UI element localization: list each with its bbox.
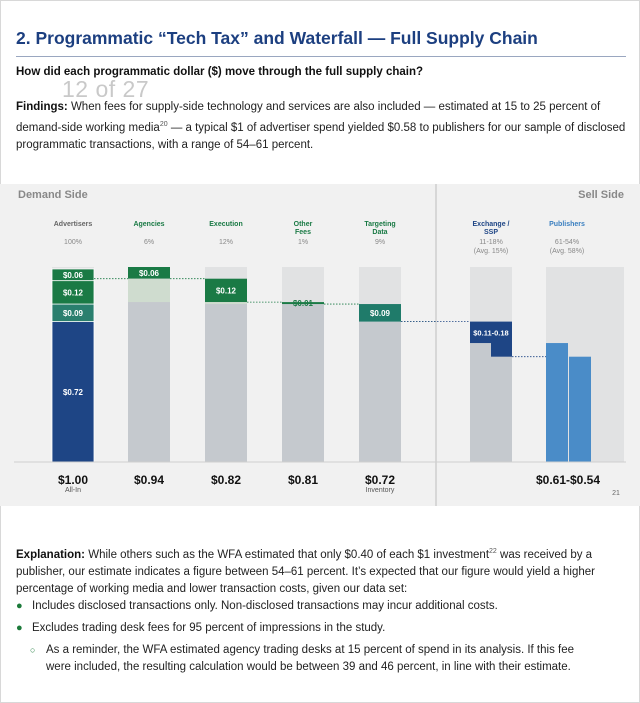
column-header-1: Agencies	[133, 221, 164, 228]
fee-bar	[282, 302, 324, 305]
sub-bullet-ring-icon: ○	[30, 645, 36, 655]
sell-side-label: Sell Side	[578, 189, 624, 201]
column-header-0: Advertisers	[54, 221, 93, 228]
bullet-item: ● Includes disclosed transactions only. …	[16, 598, 626, 615]
column-header-5: SSP	[484, 229, 498, 236]
fee-bar	[128, 267, 170, 279]
column-header-4: Data	[372, 229, 387, 236]
publisher-bar-low	[569, 356, 591, 462]
column-total: $0.81	[288, 473, 318, 487]
footnote-ref-20[interactable]: 20	[159, 121, 168, 128]
column-total: $0.82	[211, 473, 241, 487]
publisher-total: $0.61-$0.54	[536, 473, 600, 487]
remaining-bar	[282, 304, 324, 462]
column-percent-avg-5: (Avg. 15%)	[474, 248, 509, 255]
page-counter-watermark: 12 of 27	[62, 76, 150, 102]
column-percent-6: 61-54%	[555, 239, 579, 246]
remaining-bar	[359, 321, 401, 462]
advertiser-segment-bar	[51, 268, 95, 282]
column-total-sub: Inventory	[366, 487, 395, 494]
fee-label: $0.12	[216, 286, 237, 295]
remaining-bar	[205, 302, 247, 462]
column-percent-3: 1%	[298, 239, 308, 246]
exchange-fee-label: $0.11-0.18	[473, 329, 508, 338]
column-percent-0: 100%	[64, 239, 82, 246]
findings-paragraph: Findings: When fees for supply-side tech…	[16, 99, 626, 154]
fee-label: $0.06	[139, 269, 160, 278]
footnote-ref-22[interactable]: 22	[489, 548, 497, 555]
waterfall-chart: Advertisers 100% Agencies 6% Execution 12% Oth…	[14, 184, 626, 506]
findings-text-a: When fees for supply-side technology and…	[16, 101, 601, 134]
carried-fee-tint	[205, 302, 247, 305]
fee-bar	[359, 304, 401, 322]
fee-label: $0.09	[370, 309, 391, 318]
explanation-text-a: While others such as the WFA estimated t…	[85, 548, 490, 561]
exchange-fee-bar	[491, 321, 512, 357]
sub-bullet-line-1: As a reminder, the WFA estimated agency …	[46, 644, 575, 656]
page-title: 2. Programmatic “Tech Tax” and Waterfall…	[16, 28, 538, 48]
column-percent-2: 12%	[219, 239, 233, 246]
bullet-text: Excludes trading desk fees for 95 percen…	[32, 622, 386, 634]
exchange-fee-bar	[470, 321, 491, 344]
title-divider	[16, 56, 626, 57]
explanation-text-b: was received by a publisher, our estimat…	[16, 548, 595, 595]
sub-bullet-item: ○ As a reminder, the WFA estimated agenc…	[30, 642, 626, 676]
remaining-bar	[128, 278, 170, 462]
fee-label: $0.01	[293, 299, 314, 308]
column-header-4: Targeting	[364, 221, 395, 228]
findings-text-b: — a typical $1 of advertiser spend yield…	[16, 121, 626, 151]
column-header-3: Other	[294, 221, 313, 228]
exchange-remaining-bar	[491, 356, 512, 462]
column-header-3: Fees	[295, 229, 311, 236]
publisher-bar-high	[546, 343, 568, 462]
demand-side-label: Demand Side	[18, 189, 88, 201]
column-header-6: Publishers	[549, 221, 585, 228]
column-percent-avg-6: (Avg. 58%)	[550, 248, 585, 255]
column-percent-1: 6%	[144, 239, 154, 246]
section-question: How did each programmatic dollar ($) mov…	[16, 66, 424, 78]
carried-fee-tint	[128, 278, 170, 303]
column-percent-4: 9%	[375, 239, 385, 246]
column-header-2: Execution	[209, 221, 242, 228]
column-total: $0.72	[365, 473, 395, 487]
page-number: 21	[612, 490, 620, 497]
column-header-5: Exchange /	[473, 221, 510, 228]
explanation-label: Explanation:	[16, 548, 86, 561]
column-percent-5: 11-18%	[479, 239, 503, 246]
exchange-remaining-bar	[470, 343, 491, 462]
bullet-dot-icon: ●	[16, 600, 23, 612]
findings-label: Findings:	[16, 101, 68, 113]
advertiser-segment-label: $0.12	[63, 288, 84, 297]
advertiser-segment-label: $0.72	[63, 388, 84, 397]
bullet-item: ● Excludes trading desk fees for 95 perc…	[16, 620, 626, 637]
explanation-paragraph: Explanation: While others such as the WF…	[16, 543, 628, 598]
sub-bullet-line-2: were included, the resulting calculation…	[46, 661, 571, 673]
fee-bar	[205, 278, 247, 303]
column-total: $0.94	[134, 473, 164, 487]
column-total-sub: All-In	[65, 487, 81, 494]
column-total: $1.00	[58, 473, 88, 487]
bullet-text: Includes disclosed transactions only. No…	[32, 600, 498, 612]
advertiser-segment-label: $0.06	[63, 271, 84, 280]
bullet-dot-icon: ●	[16, 622, 23, 634]
advertiser-segment-bar	[51, 321, 95, 463]
advertiser-segment-label: $0.09	[63, 309, 84, 318]
